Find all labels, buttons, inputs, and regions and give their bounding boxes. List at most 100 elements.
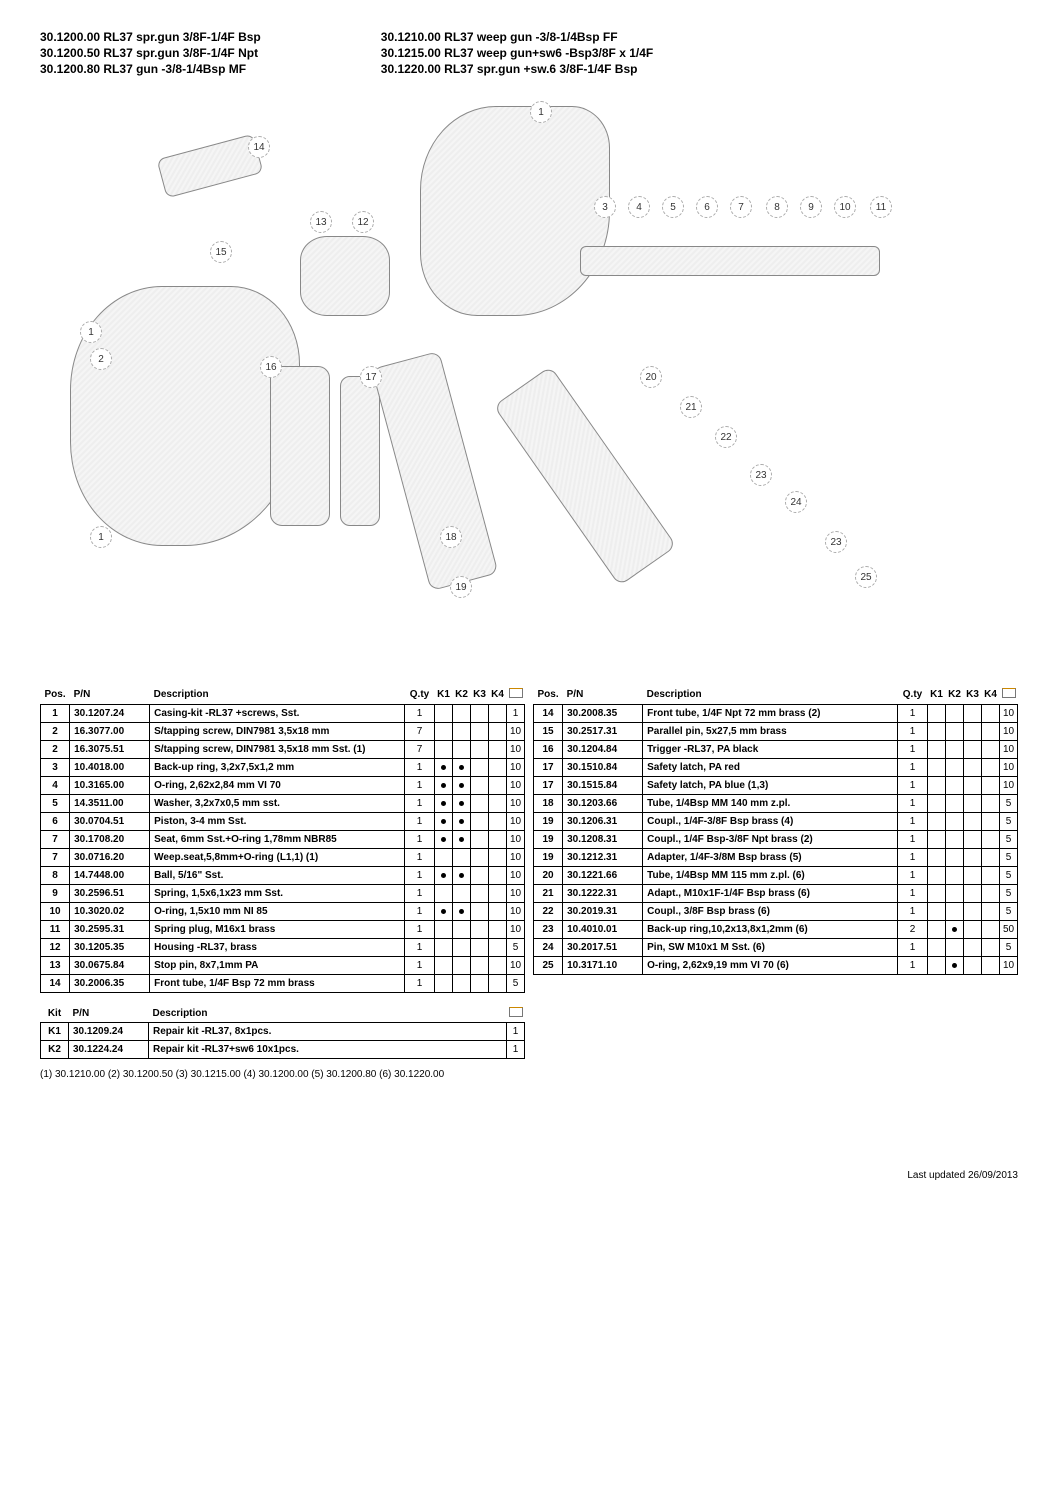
parts-tables: Pos. P/N Description Q.ty K1 K2 K3 K4 13…: [40, 686, 1018, 1059]
cell-k3: [964, 758, 982, 776]
cell-k1: [928, 902, 946, 920]
cell-k3: [471, 902, 489, 920]
cell-kit: K2: [41, 1041, 69, 1059]
cell-k3: [964, 704, 982, 722]
part-shape: [300, 236, 390, 316]
cell-cart-qty: 10: [507, 866, 525, 884]
callout-2: 2: [90, 348, 112, 370]
dot-icon: [459, 765, 464, 770]
part-shape: [371, 351, 498, 591]
cell-k1: [435, 812, 453, 830]
cell-k2: [453, 938, 471, 956]
callout-1: 1: [80, 321, 102, 343]
cell-pos: 14: [41, 974, 70, 992]
header-line: 30.1215.00 RL37 weep gun+sw6 -Bsp3/8F x …: [381, 46, 653, 60]
cell-desc: Repair kit -RL37+sw6 10x1pcs.: [149, 1041, 507, 1059]
cell-k2: [453, 866, 471, 884]
cell-k1: [928, 722, 946, 740]
cell-cart-qty: 5: [507, 974, 525, 992]
cell-qty: 1: [898, 884, 928, 902]
table-row: 1130.2595.31Spring plug, M16x1 brass110: [41, 920, 525, 938]
cell-pn: 16.3075.51: [70, 740, 150, 758]
col-k1: K1: [435, 686, 453, 704]
cell-k4: [982, 956, 1000, 974]
col-qty: Q.ty: [405, 686, 435, 704]
header-line: 30.1200.00 RL37 spr.gun 3/8F-1/4F Bsp: [40, 30, 261, 44]
cell-cart-qty: 5: [1000, 794, 1018, 812]
cell-qty: 1: [898, 758, 928, 776]
cell-pn: 30.2017.51: [563, 938, 643, 956]
cell-pos: 25: [534, 956, 563, 974]
cell-qty: 1: [898, 776, 928, 794]
cell-cart-qty: 5: [1000, 866, 1018, 884]
cell-k4: [489, 956, 507, 974]
cell-cart-qty: 10: [507, 794, 525, 812]
col-desc: Description: [149, 1005, 507, 1023]
cell-desc: Safety latch, PA red: [643, 758, 898, 776]
cell-cart-qty: 10: [507, 776, 525, 794]
cell-desc: Back-up ring, 3,2x7,5x1,2 mm: [150, 758, 405, 776]
cell-k2: [946, 812, 964, 830]
cell-k4: [982, 704, 1000, 722]
cell-k4: [982, 794, 1000, 812]
cell-k3: [964, 938, 982, 956]
cell-cart-qty: 1: [507, 1041, 525, 1059]
cart-icon: [509, 688, 523, 698]
parts-table: Pos. P/N Description Q.ty K1 K2 K3 K4 14…: [533, 686, 1018, 975]
cell-pn: 30.1708.20: [70, 830, 150, 848]
callout-4: 4: [628, 196, 650, 218]
cell-k4: [982, 758, 1000, 776]
part-shape: [270, 366, 330, 526]
cell-cart-qty: 10: [1000, 740, 1018, 758]
cell-pos: 2: [41, 722, 70, 740]
cell-k2: [453, 722, 471, 740]
callout-6: 6: [696, 196, 718, 218]
cell-k1: [928, 830, 946, 848]
cart-icon: [509, 1007, 523, 1017]
table-row: 2510.3171.10O-ring, 2,62x9,19 mm VI 70 (…: [534, 956, 1018, 974]
cell-qty: 1: [898, 902, 928, 920]
col-pos: Pos.: [534, 686, 563, 704]
cell-cart-qty: 10: [507, 740, 525, 758]
table-row: 1930.1212.31Adapter, 1/4F-3/8M Bsp brass…: [534, 848, 1018, 866]
table-row: 1630.1204.84Trigger -RL37, PA black110: [534, 740, 1018, 758]
cell-pos: 14: [534, 704, 563, 722]
cell-desc: Repair kit -RL37, 8x1pcs.: [149, 1023, 507, 1041]
cell-k1: [435, 938, 453, 956]
cell-k2: [946, 920, 964, 938]
header-line: 30.1200.80 RL37 gun -3/8-1/4Bsp MF: [40, 62, 261, 76]
parts-table-right: Pos. P/N Description Q.ty K1 K2 K3 K4 14…: [533, 686, 1018, 1059]
table-row: 1010.3020.02O-ring, 1,5x10 mm NI 85110: [41, 902, 525, 920]
product-header: 30.1200.00 RL37 spr.gun 3/8F-1/4F Bsp 30…: [40, 30, 1018, 76]
table-row: 930.2596.51Spring, 1,5x6,1x23 mm Sst.110: [41, 884, 525, 902]
cell-k3: [964, 884, 982, 902]
cell-desc: Piston, 3-4 mm Sst.: [150, 812, 405, 830]
table-row: 1730.1515.84Safety latch, PA blue (1,3)1…: [534, 776, 1018, 794]
cell-k1: [435, 830, 453, 848]
cell-desc: Tube, 1/4Bsp MM 115 mm z.pl. (6): [643, 866, 898, 884]
cell-qty: 1: [898, 866, 928, 884]
cell-cart-qty: 10: [507, 848, 525, 866]
dot-icon: [441, 819, 446, 824]
cell-pn: 30.1206.31: [563, 812, 643, 830]
cell-pn: 30.1510.84: [563, 758, 643, 776]
callout-1: 1: [90, 526, 112, 548]
cell-k1: [435, 866, 453, 884]
col-qty: Q.ty: [898, 686, 928, 704]
cell-cart-qty: 5: [1000, 848, 1018, 866]
cell-pn: 30.0704.51: [70, 812, 150, 830]
cell-k1: [928, 812, 946, 830]
table-row: 1430.2008.35Front tube, 1/4F Npt 72 mm b…: [534, 704, 1018, 722]
table-row: 630.0704.51Piston, 3-4 mm Sst.110: [41, 812, 525, 830]
cell-k2: [453, 956, 471, 974]
cell-k2: [453, 776, 471, 794]
cell-pos: 7: [41, 848, 70, 866]
cell-k2: [453, 848, 471, 866]
cell-k3: [471, 704, 489, 722]
col-pn: P/N: [69, 1005, 149, 1023]
cell-pos: 23: [534, 920, 563, 938]
cell-k1: [435, 794, 453, 812]
cell-qty: 1: [405, 794, 435, 812]
cell-pn: 14.3511.00: [70, 794, 150, 812]
table-row: 2030.1221.66Tube, 1/4Bsp MM 115 mm z.pl.…: [534, 866, 1018, 884]
